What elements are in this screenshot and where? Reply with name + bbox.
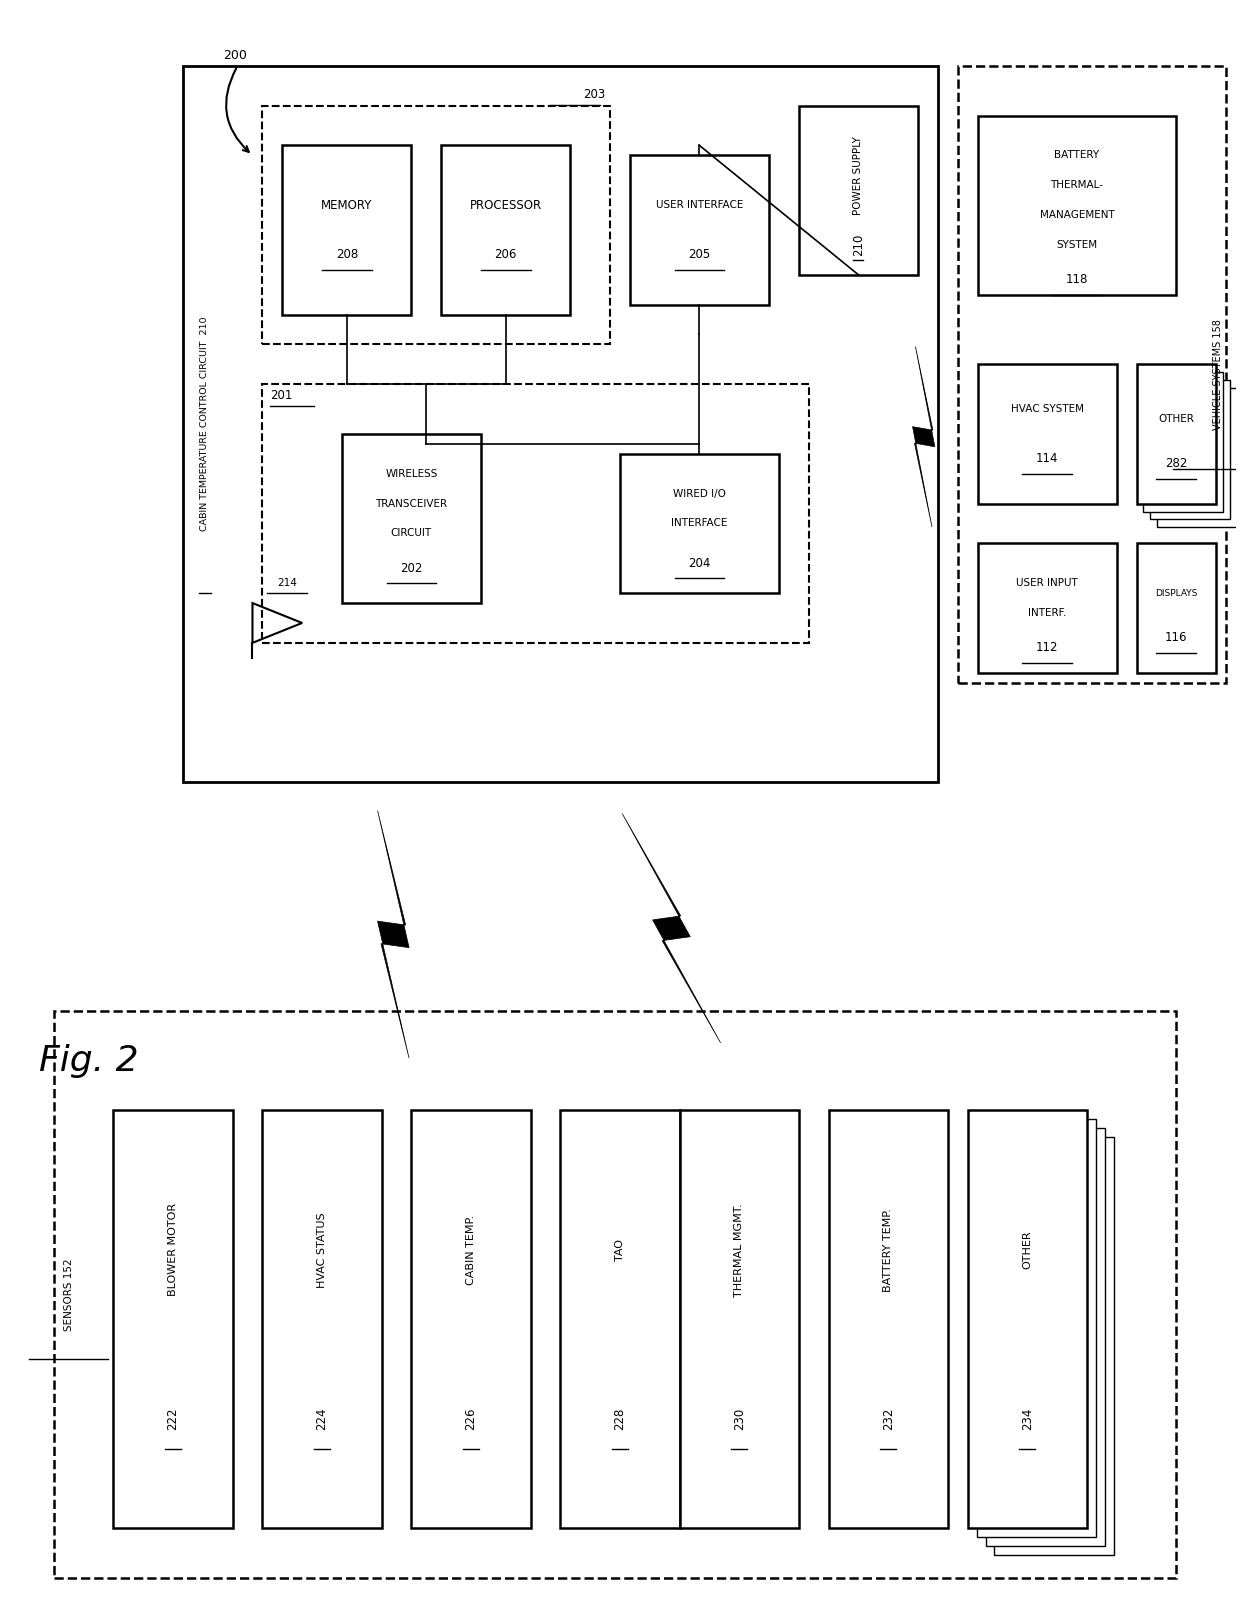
- Text: TAO: TAO: [615, 1238, 625, 1261]
- Bar: [986, 1128, 1105, 1546]
- Bar: [263, 106, 610, 345]
- Text: 230: 230: [733, 1407, 745, 1430]
- Bar: [412, 1111, 531, 1528]
- Text: 112: 112: [1035, 642, 1059, 654]
- Text: VEHICLE SYSTEMS 158: VEHICLE SYSTEMS 158: [1213, 319, 1223, 430]
- Text: PROCESSOR: PROCESSOR: [470, 198, 542, 211]
- Text: 224: 224: [315, 1407, 329, 1430]
- Bar: [620, 455, 779, 593]
- Text: CABIN TEMP.: CABIN TEMP.: [466, 1214, 476, 1285]
- Bar: [799, 106, 918, 274]
- Bar: [977, 543, 1117, 672]
- Text: SENSORS 152: SENSORS 152: [63, 1257, 73, 1332]
- Bar: [977, 364, 1117, 503]
- Bar: [441, 145, 570, 314]
- Text: INTERFACE: INTERFACE: [671, 519, 728, 529]
- Text: CIRCUIT: CIRCUIT: [391, 529, 432, 538]
- Text: HVAC SYSTEM: HVAC SYSTEM: [1011, 405, 1084, 414]
- Polygon shape: [622, 814, 720, 1043]
- Text: 232: 232: [882, 1407, 895, 1430]
- Text: BLOWER MOTOR: BLOWER MOTOR: [169, 1203, 179, 1296]
- Text: USER INPUT: USER INPUT: [1017, 579, 1078, 588]
- Bar: [184, 66, 937, 782]
- Text: THERMAL MGMT.: THERMAL MGMT.: [734, 1203, 744, 1296]
- Text: 282: 282: [1166, 458, 1188, 471]
- Bar: [1137, 543, 1216, 672]
- Text: OTHER: OTHER: [1158, 414, 1194, 424]
- Text: 200: 200: [223, 50, 247, 63]
- Bar: [263, 1111, 382, 1528]
- Text: THERMAL-: THERMAL-: [1050, 181, 1104, 190]
- Bar: [828, 1111, 947, 1528]
- Bar: [680, 1111, 799, 1528]
- Polygon shape: [913, 347, 935, 527]
- Bar: [1143, 372, 1223, 511]
- Polygon shape: [377, 811, 409, 1057]
- Bar: [994, 1138, 1114, 1556]
- Text: DISPLAYS: DISPLAYS: [1154, 588, 1198, 598]
- Text: 205: 205: [688, 248, 711, 261]
- Text: USER INTERFACE: USER INTERFACE: [656, 200, 743, 210]
- Bar: [977, 116, 1177, 295]
- Text: INTERF.: INTERF.: [1028, 608, 1066, 617]
- Text: POWER SUPPLY: POWER SUPPLY: [853, 135, 863, 214]
- Bar: [957, 66, 1226, 682]
- Bar: [1157, 388, 1236, 527]
- Bar: [1137, 364, 1216, 503]
- Bar: [630, 155, 769, 305]
- Text: TRANSCEIVER: TRANSCEIVER: [376, 498, 448, 508]
- Text: 116: 116: [1166, 632, 1188, 645]
- Text: 204: 204: [688, 556, 711, 569]
- Text: 210: 210: [852, 234, 864, 256]
- Text: 208: 208: [336, 248, 358, 261]
- Text: WIRED I/O: WIRED I/O: [673, 488, 725, 498]
- Text: 214: 214: [278, 579, 298, 588]
- Bar: [967, 1111, 1086, 1528]
- Bar: [263, 384, 808, 643]
- Text: 118: 118: [1065, 274, 1087, 287]
- Bar: [342, 434, 481, 603]
- Bar: [560, 1111, 680, 1528]
- Bar: [113, 1111, 233, 1528]
- Text: 226: 226: [465, 1407, 477, 1430]
- Text: 234: 234: [1021, 1407, 1034, 1430]
- Text: 206: 206: [495, 248, 517, 261]
- Bar: [1151, 380, 1230, 519]
- Text: 202: 202: [401, 561, 423, 575]
- Text: Fig. 2: Fig. 2: [38, 1043, 139, 1078]
- Bar: [977, 1119, 1096, 1538]
- Text: WIRELESS: WIRELESS: [386, 469, 438, 479]
- Text: SYSTEM: SYSTEM: [1056, 240, 1097, 250]
- Text: 228: 228: [614, 1407, 626, 1430]
- Text: MANAGEMENT: MANAGEMENT: [1039, 210, 1115, 221]
- Text: OTHER: OTHER: [1022, 1230, 1032, 1269]
- Text: BATTERY TEMP.: BATTERY TEMP.: [883, 1207, 893, 1291]
- Bar: [283, 145, 412, 314]
- Text: 222: 222: [166, 1407, 180, 1430]
- Text: 114: 114: [1035, 453, 1059, 466]
- Bar: [53, 1011, 1177, 1578]
- Text: CABIN TEMPERATURE CONTROL CIRCUIT  210: CABIN TEMPERATURE CONTROL CIRCUIT 210: [201, 316, 210, 532]
- Text: HVAC STATUS: HVAC STATUS: [317, 1212, 327, 1288]
- Text: 201: 201: [270, 388, 293, 401]
- Text: BATTERY: BATTERY: [1054, 150, 1100, 160]
- Text: MEMORY: MEMORY: [321, 198, 372, 211]
- Text: 203: 203: [583, 87, 605, 100]
